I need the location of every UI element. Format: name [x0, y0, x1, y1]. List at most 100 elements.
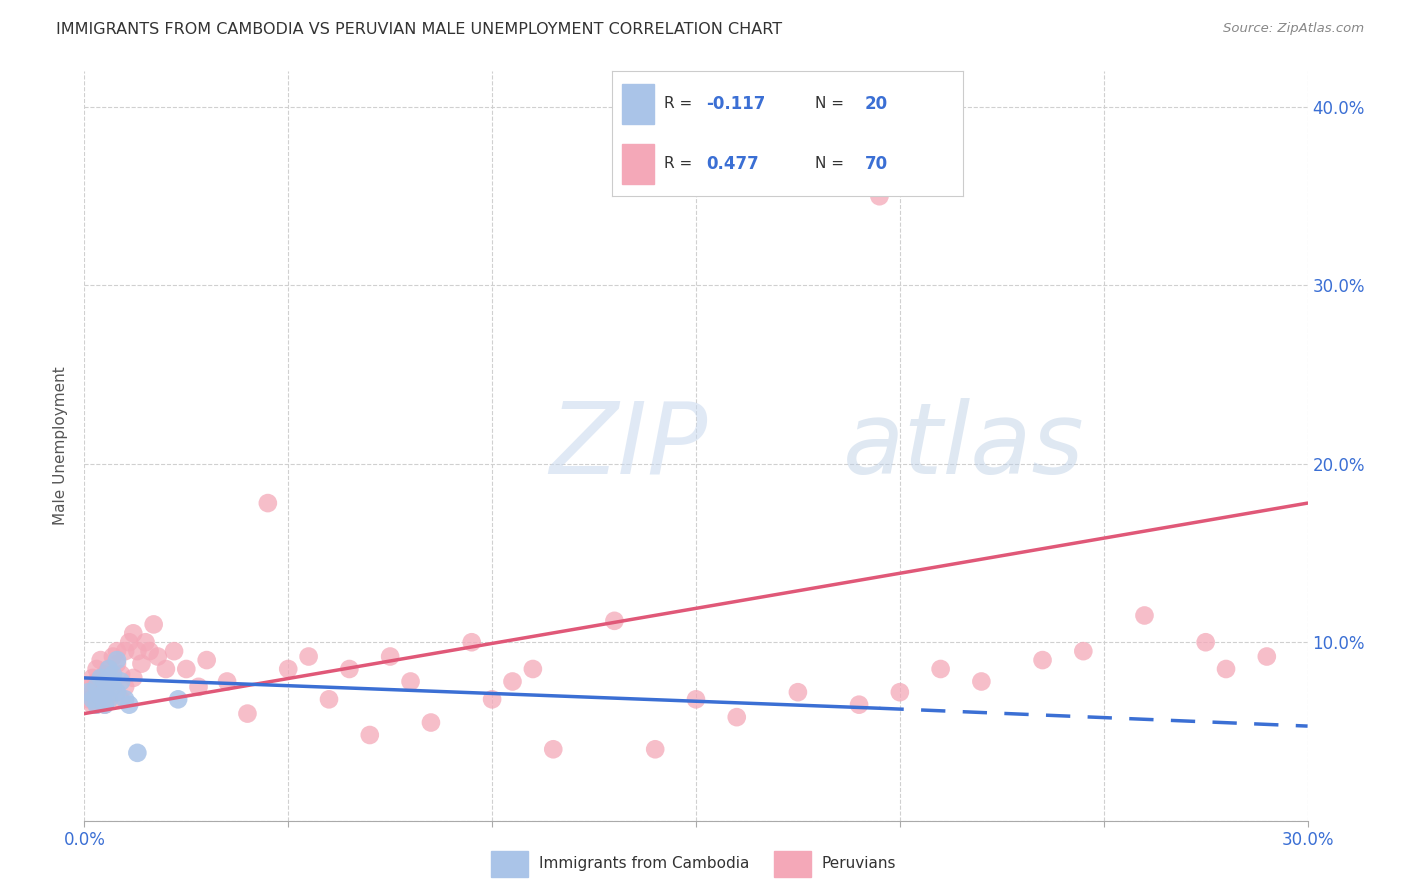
Point	[1073, 644, 1095, 658]
Point	[1215, 662, 1237, 676]
Point	[93, 667, 115, 681]
Point	[420, 715, 443, 730]
Point	[135, 635, 157, 649]
Point	[93, 698, 115, 712]
Text: N =: N =	[815, 156, 849, 171]
Point	[90, 653, 112, 667]
Bar	[491, 851, 529, 877]
Text: R =: R =	[665, 156, 697, 171]
Point	[138, 644, 160, 658]
Point	[122, 626, 145, 640]
Point	[93, 680, 115, 694]
Text: -0.117: -0.117	[707, 95, 766, 112]
Bar	[773, 851, 811, 877]
Point	[110, 692, 132, 706]
Point	[90, 689, 112, 703]
Point	[77, 692, 100, 706]
Point	[236, 706, 259, 721]
Point	[114, 692, 136, 706]
Point	[644, 742, 666, 756]
Point	[101, 667, 124, 681]
Point	[380, 649, 402, 664]
Text: Source: ZipAtlas.com: Source: ZipAtlas.com	[1223, 22, 1364, 36]
Point	[502, 674, 524, 689]
Text: ZIP: ZIP	[550, 398, 707, 494]
Point	[105, 685, 128, 699]
Point	[93, 685, 115, 699]
Point	[970, 674, 993, 689]
Point	[86, 698, 108, 712]
Point	[93, 698, 115, 712]
Point	[90, 671, 112, 685]
Point	[77, 685, 100, 699]
Text: 70: 70	[865, 155, 887, 173]
Point	[217, 674, 239, 689]
Point	[90, 692, 112, 706]
Point	[146, 649, 169, 664]
Point	[1032, 653, 1054, 667]
Point	[118, 635, 141, 649]
Point	[86, 674, 108, 689]
Point	[86, 662, 108, 676]
Point	[1256, 649, 1278, 664]
Bar	[621, 144, 654, 184]
Point	[187, 680, 209, 694]
Point	[142, 617, 165, 632]
Point	[118, 698, 141, 712]
Point	[277, 662, 299, 676]
Point	[167, 692, 190, 706]
Point	[1195, 635, 1218, 649]
Point	[603, 614, 626, 628]
Point	[131, 657, 153, 671]
Point	[481, 692, 503, 706]
Point	[195, 653, 218, 667]
Point	[127, 746, 149, 760]
Point	[929, 662, 952, 676]
Point	[848, 698, 870, 712]
Text: Peruvians: Peruvians	[823, 855, 897, 871]
Text: atlas: atlas	[842, 398, 1084, 494]
Point	[257, 496, 280, 510]
Text: 20: 20	[865, 95, 887, 112]
Point	[110, 674, 132, 689]
Point	[82, 692, 104, 706]
Point	[685, 692, 707, 706]
Point	[461, 635, 484, 649]
Point	[86, 698, 108, 712]
Point	[93, 674, 115, 689]
Point	[97, 692, 120, 706]
Bar	[621, 84, 654, 124]
Point	[90, 685, 112, 699]
Text: N =: N =	[815, 96, 849, 112]
Point	[155, 662, 177, 676]
Point	[114, 680, 136, 694]
Point	[82, 685, 104, 699]
Point	[163, 644, 186, 658]
Point	[77, 680, 100, 694]
Y-axis label: Male Unemployment: Male Unemployment	[53, 367, 69, 525]
Point	[339, 662, 361, 676]
Point	[725, 710, 748, 724]
Point	[359, 728, 381, 742]
Point	[101, 680, 124, 694]
Text: R =: R =	[665, 96, 697, 112]
Point	[101, 674, 124, 689]
Point	[97, 662, 120, 676]
Point	[318, 692, 340, 706]
Point	[787, 685, 810, 699]
Point	[105, 653, 128, 667]
Text: 0.477: 0.477	[707, 155, 759, 173]
Point	[82, 671, 104, 685]
Point	[543, 742, 565, 756]
Text: Immigrants from Cambodia: Immigrants from Cambodia	[538, 855, 749, 871]
Point	[522, 662, 544, 676]
Point	[105, 644, 128, 658]
Point	[82, 698, 104, 712]
Point	[1133, 608, 1156, 623]
Point	[122, 671, 145, 685]
Point	[127, 644, 149, 658]
Point	[97, 689, 120, 703]
Point	[97, 662, 120, 676]
Point	[86, 680, 108, 694]
Point	[399, 674, 422, 689]
